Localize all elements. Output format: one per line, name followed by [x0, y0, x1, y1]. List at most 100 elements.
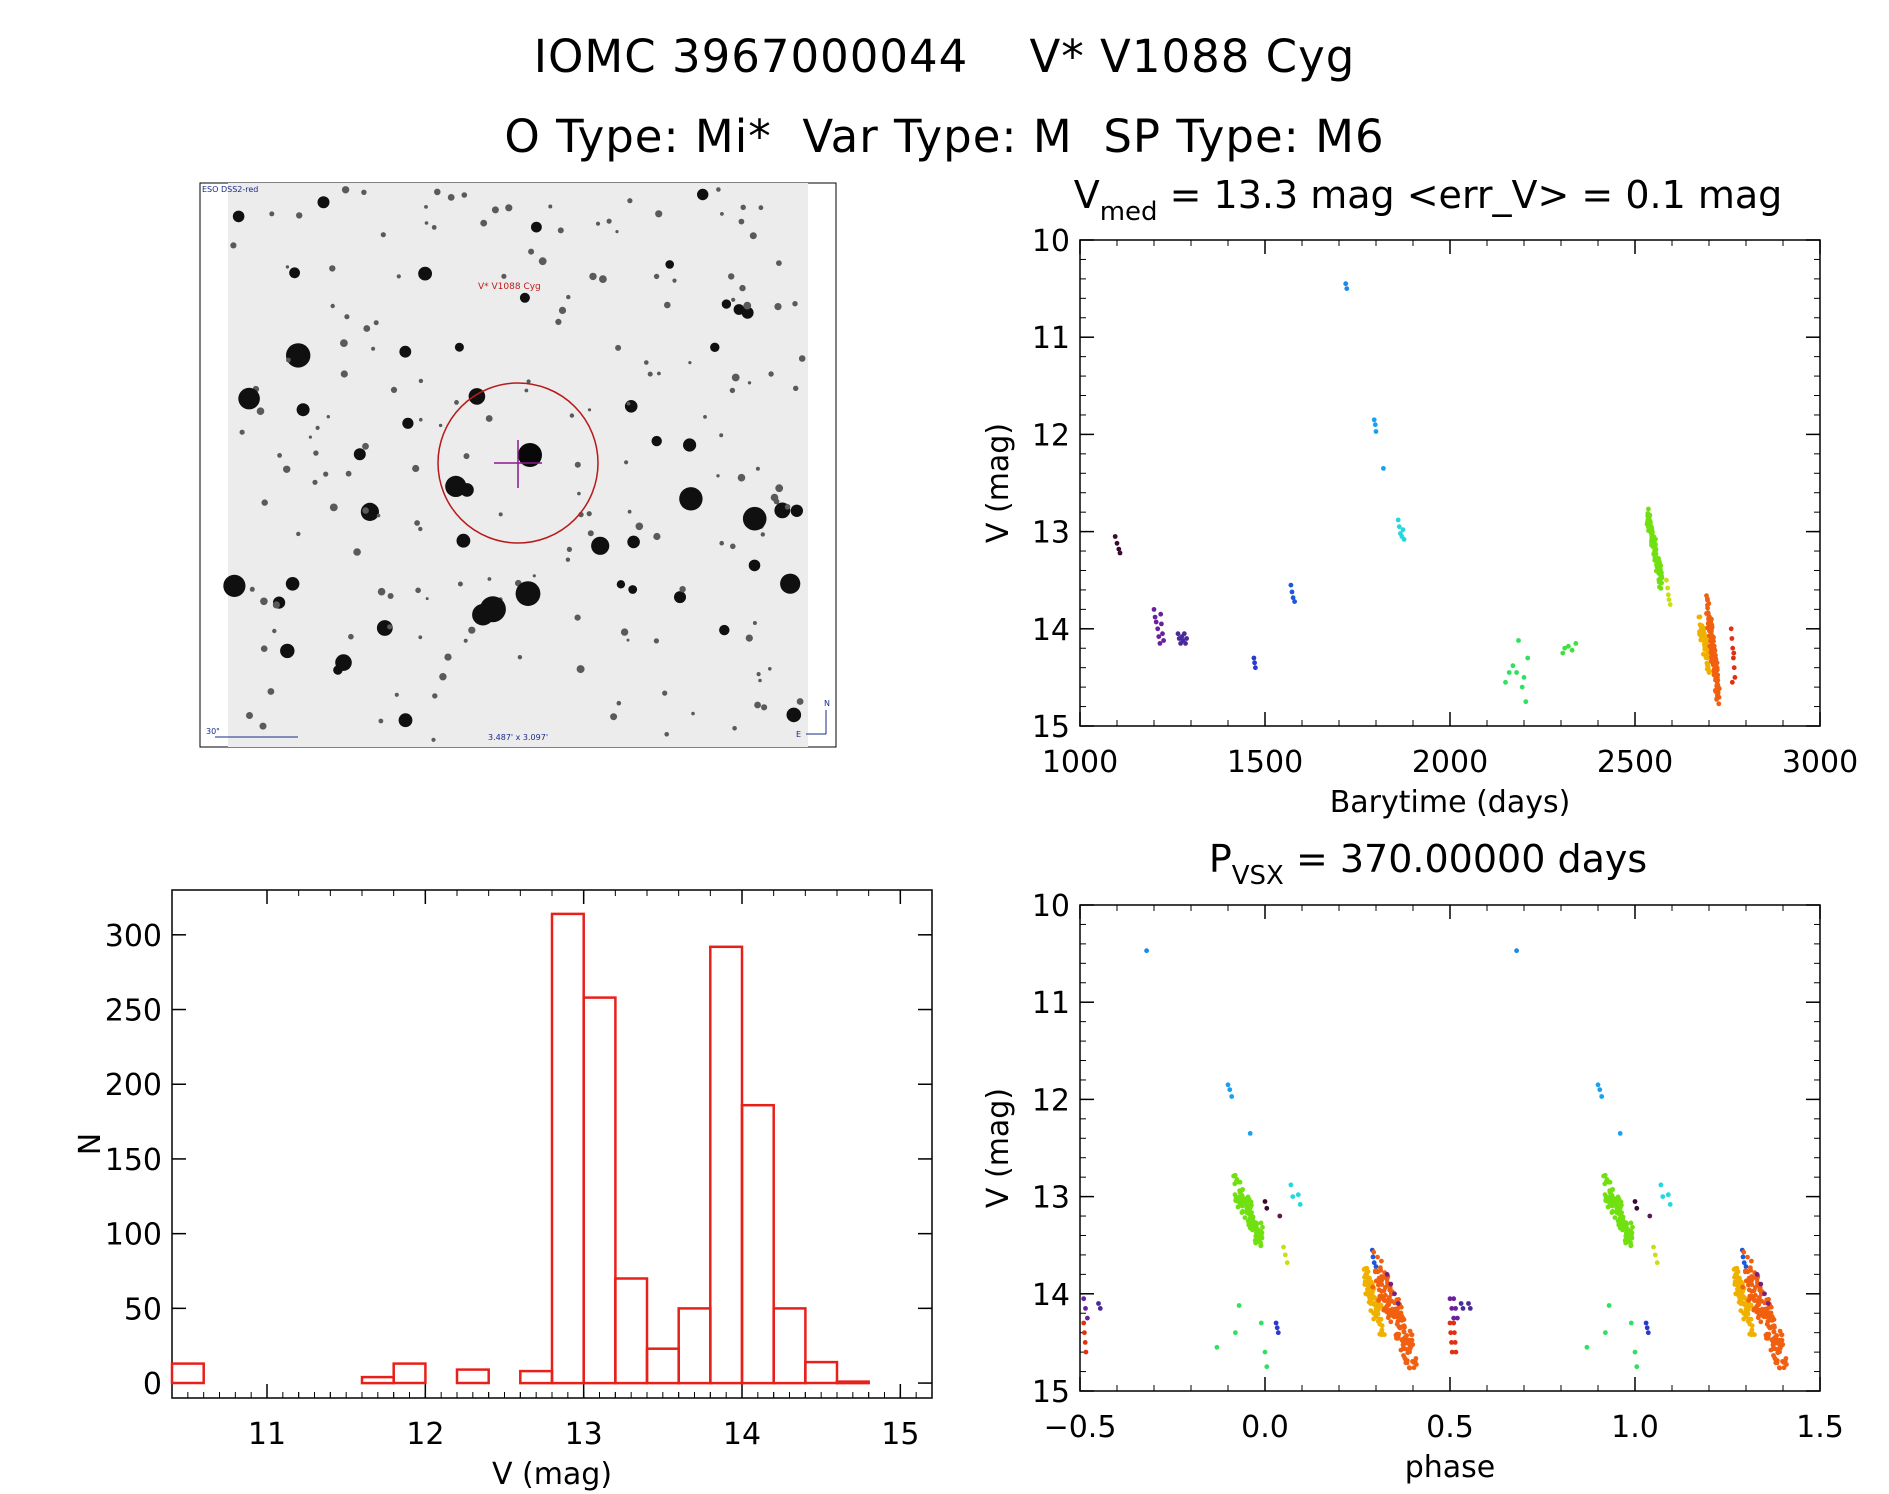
- phased-point: [1745, 1254, 1750, 1260]
- lightcurve-point: [1667, 602, 1673, 607]
- phased-point: [1379, 1328, 1384, 1334]
- phased-point: [1273, 1320, 1279, 1326]
- histogram-bar: [740, 1103, 775, 1385]
- finder-star: [719, 540, 724, 546]
- finder-star: [610, 713, 618, 721]
- phased-point: [1371, 1260, 1377, 1266]
- finder-star: [439, 673, 447, 681]
- phased-ytick-label: 13: [1032, 1181, 1070, 1216]
- phased-point: [1363, 1291, 1369, 1297]
- lightcurve-point: [1253, 665, 1258, 671]
- phased-point: [1455, 1315, 1460, 1321]
- finder-star: [574, 614, 581, 621]
- phased-point: [1295, 1192, 1301, 1198]
- finder-star: [653, 532, 661, 541]
- finder-star: [434, 188, 441, 196]
- lightcurve-point: [1373, 429, 1379, 434]
- lightcurve-point: [1651, 542, 1657, 548]
- survey-label: ESO DSS2-red: [202, 185, 258, 194]
- histogram-bar: [645, 1347, 680, 1385]
- finder-star: [615, 344, 622, 351]
- phased-point: [1634, 1205, 1640, 1211]
- finder-star: [626, 401, 631, 406]
- finder-star: [431, 737, 436, 742]
- phased-point: [1394, 1331, 1400, 1337]
- finder-star: [454, 342, 464, 352]
- phased-point: [1258, 1320, 1264, 1326]
- phased-xtick-label: −0.5: [1044, 1410, 1117, 1445]
- lightcurve-point: [1711, 643, 1717, 649]
- finder-star: [239, 429, 245, 435]
- phased-point: [1779, 1337, 1785, 1343]
- lightcurve-points: [1112, 281, 1738, 707]
- finder-star: [754, 701, 761, 709]
- phased-point: [1370, 1284, 1376, 1290]
- phased-point: [1252, 1238, 1258, 1243]
- phased-point: [1453, 1306, 1458, 1311]
- finder-star: [790, 504, 803, 517]
- finder-star: [719, 624, 730, 636]
- phased-point: [1609, 1203, 1615, 1209]
- phased-point: [1665, 1192, 1671, 1198]
- finder-star: [664, 732, 669, 737]
- finder-star: [606, 218, 612, 224]
- phased-point: [1756, 1297, 1762, 1302]
- phased-point: [1374, 1308, 1379, 1314]
- finder-star: [246, 712, 253, 719]
- finder-star: [398, 713, 413, 728]
- lightcurve-point: [1705, 602, 1710, 608]
- lightcurve-point: [1697, 631, 1702, 637]
- finder-star: [697, 188, 709, 201]
- lightcurve-point: [1701, 631, 1707, 636]
- phased-point: [1386, 1297, 1392, 1302]
- histogram-ytick-label: 200: [105, 1068, 162, 1103]
- finder-star: [472, 603, 494, 626]
- lightcurve-point: [1716, 701, 1722, 707]
- phased-point: [1779, 1332, 1785, 1338]
- finder-star: [627, 509, 632, 514]
- histogram-bar: [392, 1362, 427, 1385]
- lightcurve-point: [1510, 663, 1516, 669]
- lightcurve-point: [1158, 611, 1164, 617]
- finder-star: [444, 653, 452, 661]
- lightcurve-point: [1698, 637, 1704, 643]
- finder-star: [577, 491, 581, 496]
- phased-point: [1605, 1204, 1611, 1210]
- finder-star: [390, 386, 398, 393]
- finder-star: [261, 499, 268, 506]
- finder-star: [747, 381, 752, 385]
- phased-xlabel: phase: [1405, 1450, 1496, 1485]
- phased-point: [1467, 1306, 1473, 1311]
- north-label: N: [824, 699, 830, 708]
- phased-point: [1732, 1279, 1738, 1285]
- phased-ylabel: V (mag): [981, 1088, 1016, 1208]
- finder-star: [296, 531, 301, 537]
- finder-star: [438, 423, 443, 428]
- lightcurve-point: [1714, 684, 1720, 689]
- phased-point: [1244, 1202, 1250, 1208]
- finder-star: [340, 370, 348, 378]
- lightcurve-ytick-label: 12: [1032, 418, 1070, 453]
- finder-star: [456, 533, 471, 548]
- finder-star: [635, 522, 644, 531]
- finder-star: [739, 284, 746, 292]
- finder-star: [557, 227, 564, 234]
- finder-star: [587, 530, 594, 537]
- phased-point: [1407, 1365, 1413, 1371]
- lightcurve-point: [1729, 679, 1735, 685]
- finder-star: [362, 442, 369, 450]
- lightcurve-point: [1516, 638, 1521, 643]
- lightcurve-point: [1566, 643, 1571, 649]
- phased-point: [1610, 1209, 1615, 1214]
- phased-point: [1749, 1258, 1754, 1264]
- phased-point: [1612, 1215, 1618, 1220]
- phased-point: [1754, 1272, 1760, 1277]
- histogram-bar: [709, 945, 744, 1385]
- histogram-bar: [835, 1380, 870, 1385]
- finder-star: [296, 403, 310, 417]
- lightcurve-point: [1521, 675, 1527, 680]
- lightcurve-point: [1708, 619, 1714, 625]
- finder-star: [662, 690, 668, 696]
- lightcurve-point: [1184, 636, 1189, 641]
- finder-star: [644, 360, 649, 365]
